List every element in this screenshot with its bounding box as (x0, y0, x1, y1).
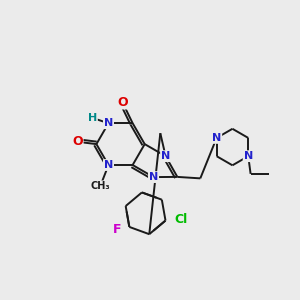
Text: N: N (212, 133, 221, 143)
Text: CH₃: CH₃ (90, 181, 110, 191)
Text: H: H (88, 113, 97, 123)
Text: Cl: Cl (174, 213, 188, 226)
Text: N: N (104, 160, 113, 170)
Text: N: N (149, 172, 158, 182)
Text: N: N (104, 118, 113, 128)
Text: F: F (113, 223, 121, 236)
Text: O: O (72, 135, 83, 148)
Text: N: N (161, 151, 170, 161)
Text: O: O (117, 95, 128, 109)
Text: N: N (244, 151, 253, 161)
